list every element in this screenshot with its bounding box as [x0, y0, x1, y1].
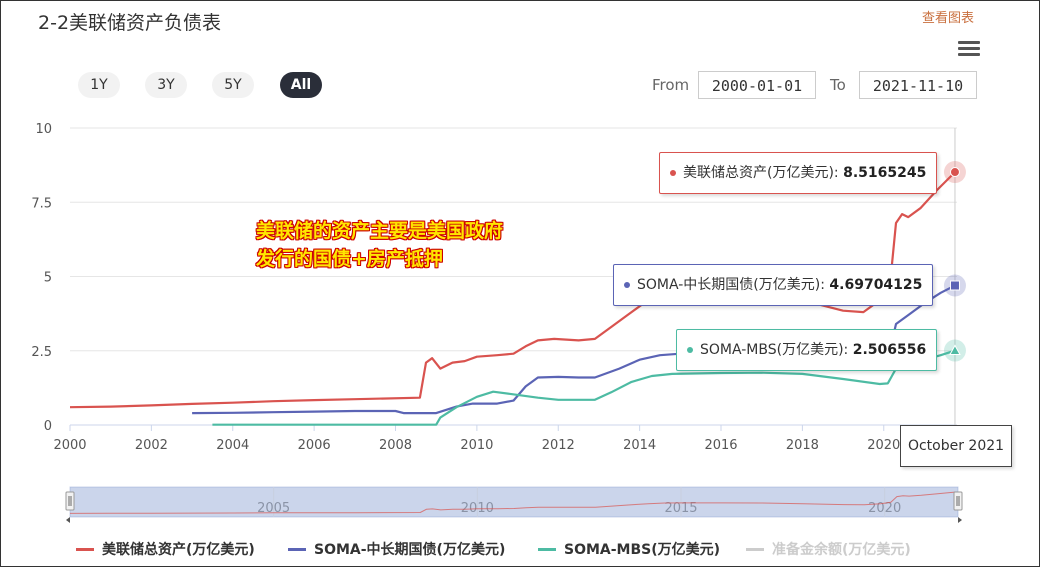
- x-tick-label: 2008: [379, 438, 412, 453]
- hamburger-menu-icon[interactable]: [958, 41, 980, 57]
- to-label: To: [830, 76, 846, 94]
- range-button-all[interactable]: All: [280, 72, 322, 98]
- legend-item-2[interactable]: SOMA-中长期国债(万亿美元): [288, 540, 505, 558]
- x-tick-label: 2014: [623, 438, 656, 453]
- navigator-tick-label: 2005: [257, 501, 290, 516]
- navigator-tick-label: 2015: [664, 501, 697, 516]
- legend-label: 美联储总资产(万亿美元): [102, 542, 255, 558]
- x-tick-label: 2016: [704, 438, 737, 453]
- x-tick-label: 2004: [216, 438, 249, 453]
- navigator-series-line: [69, 491, 957, 514]
- x-tick-label: 2018: [786, 438, 819, 453]
- range-button-1y[interactable]: 1Y: [78, 72, 120, 98]
- navigator-tick-label: 2020: [868, 501, 901, 516]
- tooltip-value: 2.506556: [852, 342, 927, 358]
- x-tick-label: 2012: [542, 438, 575, 453]
- hover-marker: [949, 344, 961, 356]
- y-tick-label: 2.5: [31, 345, 52, 360]
- tooltip-x-date: October 2021: [900, 425, 1012, 467]
- legend-swatch-icon: [288, 547, 306, 551]
- navigator-handle-right[interactable]: [953, 491, 963, 511]
- legend-swatch-icon: [538, 547, 556, 551]
- x-tick-label: 2002: [135, 438, 168, 453]
- range-button-3y[interactable]: 3Y: [145, 72, 187, 98]
- y-tick-label: 7.5: [31, 196, 52, 211]
- tooltip-value: 4.69704125: [829, 277, 923, 293]
- legend-label: SOMA-MBS(万亿美元): [564, 542, 721, 558]
- legend-item-3[interactable]: SOMA-MBS(万亿美元): [538, 540, 720, 558]
- series-dot-icon: [687, 347, 693, 353]
- tooltip-value: 8.5165245: [843, 165, 927, 181]
- tooltip-label: SOMA-MBS(万亿美元):: [700, 342, 849, 358]
- view-chart-link[interactable]: 查看图表: [922, 11, 975, 26]
- from-date-input[interactable]: 2000-01-01: [698, 71, 816, 99]
- tooltip-label: 美联储总资产(万亿美元):: [683, 165, 839, 181]
- legend-item-4[interactable]: 准备金余额(万亿美元): [746, 540, 911, 558]
- series-dot-icon: [670, 170, 676, 176]
- y-tick-label: 10: [35, 122, 52, 137]
- x-tick-label: 2006: [298, 438, 331, 453]
- y-tick-label: 5: [44, 271, 52, 286]
- x-tick-label: 2000: [53, 438, 86, 453]
- navigator-selection: [70, 487, 958, 517]
- annotation-line-1: 美联储的资产主要是美国政府: [256, 220, 504, 242]
- tooltip-treasury: SOMA-中长期国债(万亿美元): 4.69704125: [613, 264, 934, 306]
- tooltip-label: SOMA-中长期国债(万亿美元):: [637, 277, 825, 293]
- chart-title: 2-2美联储资产负债表: [38, 12, 222, 34]
- scroll-left-arrow-icon: [66, 517, 70, 523]
- legend-swatch-icon: [76, 547, 94, 551]
- hover-marker: [949, 280, 960, 291]
- y-tick-label: 0: [44, 419, 52, 434]
- series-dot-icon: [624, 282, 630, 288]
- tooltip-mbs: SOMA-MBS(万亿美元): 2.506556: [676, 329, 938, 371]
- to-date-input[interactable]: 2021-11-10: [859, 71, 977, 99]
- legend-label: SOMA-中长期国债(万亿美元): [314, 542, 506, 558]
- tooltip-total-assets: 美联储总资产(万亿美元): 8.5165245: [659, 152, 938, 194]
- chart-annotation: 美联储的资产主要是美国政府 发行的国债+房产抵押: [256, 217, 503, 273]
- legend-swatch-icon: [746, 547, 764, 551]
- legend-label: 准备金余额(万亿美元): [772, 542, 911, 558]
- from-label: From: [652, 76, 690, 94]
- annotation-line-2: 发行的国债+房产抵押: [256, 248, 443, 270]
- navigator-background: [69, 486, 959, 518]
- scroll-right-arrow-icon: [958, 517, 962, 523]
- hover-marker: [949, 167, 960, 178]
- x-tick-label: 2020: [867, 438, 900, 453]
- range-button-5y[interactable]: 5Y: [212, 72, 254, 98]
- navigator-handle-left[interactable]: [65, 491, 75, 511]
- legend-item-1[interactable]: 美联储总资产(万亿美元): [76, 540, 255, 558]
- x-tick-label: 2010: [460, 438, 493, 453]
